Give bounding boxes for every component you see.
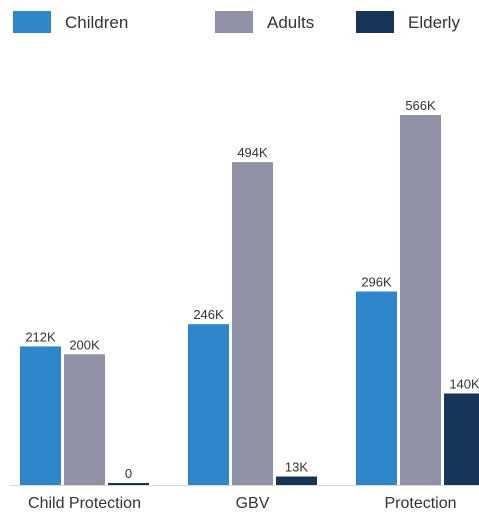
category-label-0: Child Protection: [28, 495, 141, 512]
category-label-2: Protection: [384, 495, 456, 512]
category-label-1: GBV: [236, 495, 270, 512]
data-label-adults-0: 200K: [69, 337, 100, 352]
bar-children-2: [356, 291, 397, 485]
data-label-children-0: 212K: [25, 329, 56, 344]
bar-adults-1: [232, 162, 273, 485]
data-label-elderly-2: 140K: [449, 376, 479, 391]
data-label-elderly-0: 0: [125, 466, 132, 481]
data-label-adults-2: 566K: [405, 98, 436, 113]
bar-children-1: [188, 324, 229, 485]
data-label-elderly-1: 13K: [285, 460, 308, 475]
bar-elderly-0: [108, 483, 149, 485]
legend-swatch-children: [13, 11, 51, 33]
bar-adults-2: [400, 115, 441, 485]
category-labels: Child Protection GBV Protection: [28, 495, 457, 512]
data-label-children-2: 296K: [361, 275, 392, 290]
bar-elderly-2: [444, 393, 479, 485]
bar-children-0: [20, 346, 61, 485]
legend-label-children: Children: [65, 13, 128, 32]
bar-elderly-1: [276, 476, 317, 485]
data-label-children-1: 246K: [193, 307, 224, 322]
legend-label-adults: Adults: [267, 13, 314, 32]
data-label-adults-1: 494K: [237, 145, 268, 160]
legend: Children Adults Elderly: [13, 11, 460, 33]
bars: 212K 200K 0 246K 494K 13K 296K 566K 140K: [20, 98, 479, 485]
legend-label-elderly: Elderly: [408, 13, 460, 32]
legend-swatch-elderly: [356, 11, 394, 33]
bar-adults-0: [64, 354, 105, 485]
legend-swatch-adults: [215, 11, 253, 33]
